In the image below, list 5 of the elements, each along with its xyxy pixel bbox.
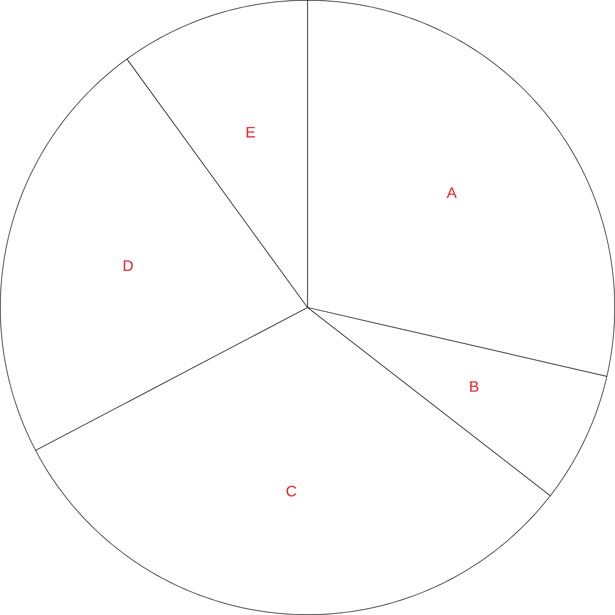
slice-label: B — [470, 381, 478, 392]
slice-label: D — [124, 260, 133, 271]
slice-label: C — [286, 486, 296, 496]
slice-label: E — [246, 126, 255, 138]
slice-label: A — [446, 187, 457, 198]
